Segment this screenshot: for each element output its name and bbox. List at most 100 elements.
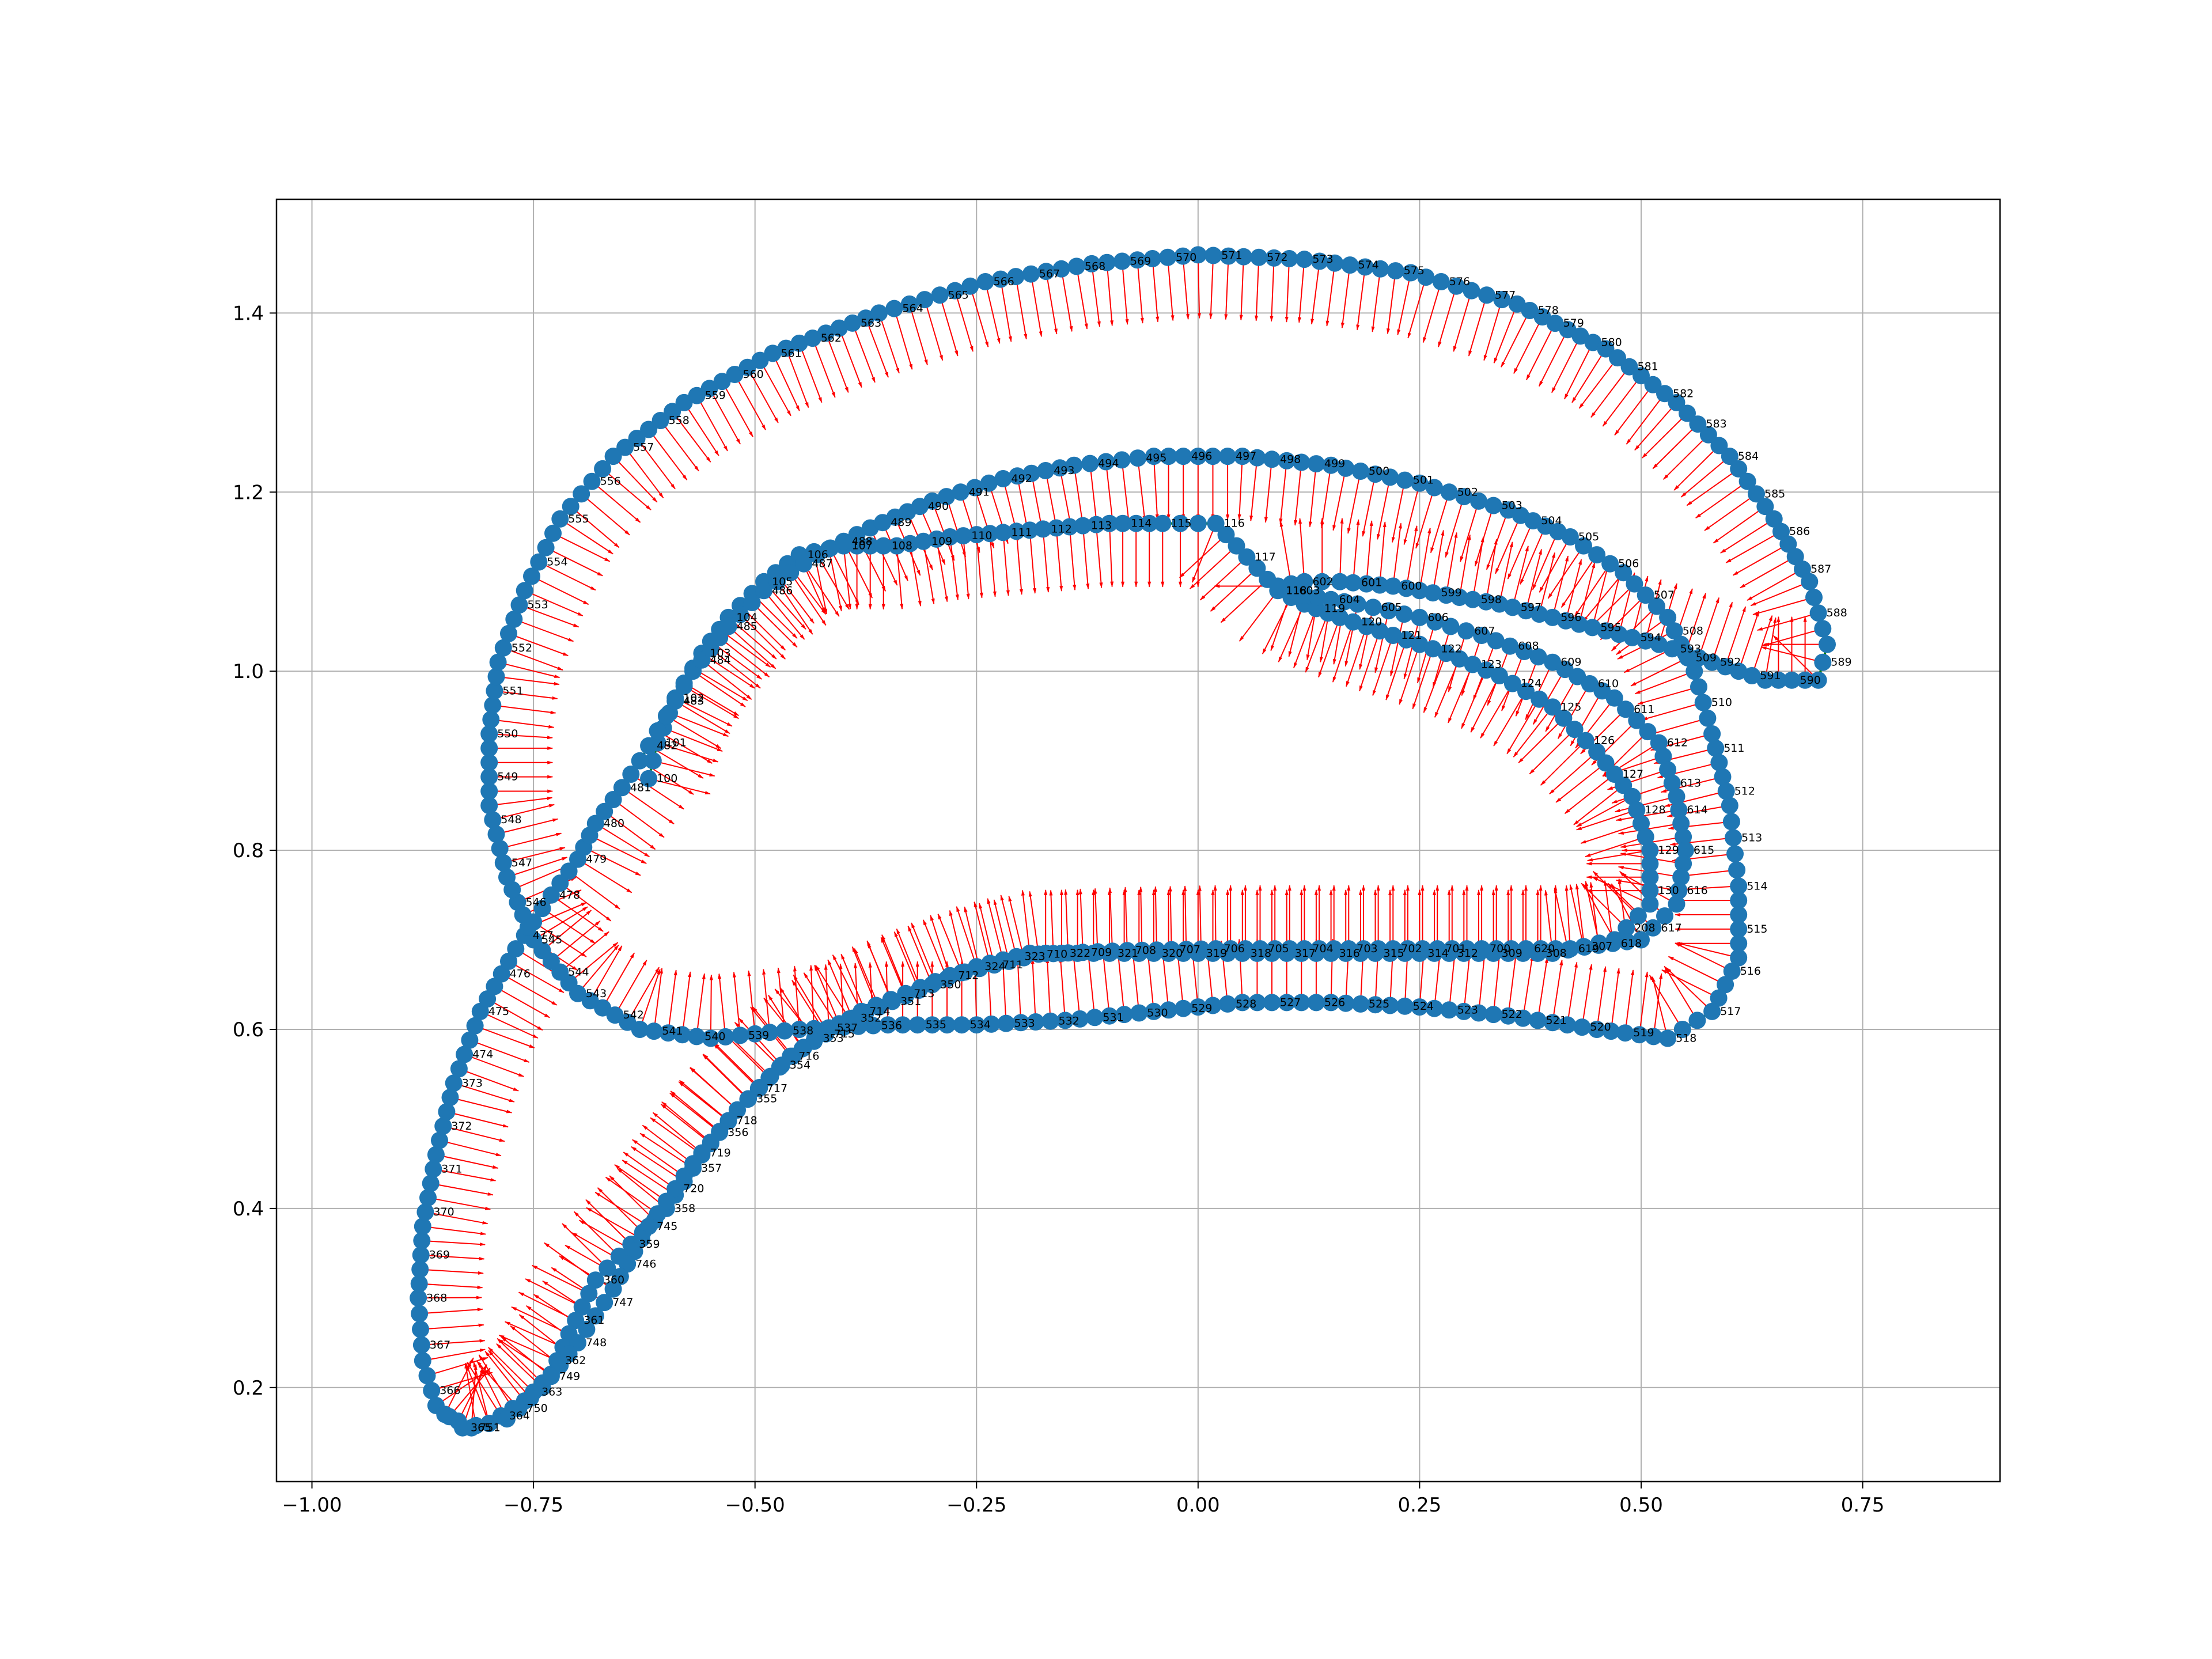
track-point: [1281, 250, 1298, 267]
normal-arrow: [1060, 268, 1073, 332]
track-point: [915, 532, 932, 550]
point-index-label: 551: [502, 684, 523, 697]
track-point: [1584, 619, 1601, 637]
track-point: [1219, 995, 1237, 1013]
normal-arrow: [559, 518, 613, 555]
point-index-label: 715: [834, 1028, 855, 1040]
point-index-label: 700: [1490, 942, 1510, 955]
point-index-label: 585: [1764, 487, 1785, 500]
track-point: [1083, 255, 1101, 272]
track-point: [761, 1024, 779, 1041]
point-index-label: 582: [1673, 387, 1694, 400]
normal-arrow: [838, 328, 862, 388]
normal-arrow: [653, 968, 663, 1032]
point-index-label: 534: [970, 1018, 991, 1031]
normal-arrow: [589, 945, 623, 1001]
normal-arrow: [1377, 477, 1391, 540]
normal-arrow: [1522, 955, 1534, 1018]
track-point: [1034, 520, 1052, 538]
normal-arrow: [1430, 492, 1450, 554]
track-point: [1726, 845, 1744, 863]
track-point: [596, 802, 613, 820]
normal-arrow: [1589, 881, 1600, 946]
track-point: [640, 737, 658, 755]
normal-arrow: [543, 1242, 596, 1281]
track-point: [1228, 537, 1245, 555]
track-point: [1756, 498, 1774, 516]
point-index-label: 530: [1147, 1007, 1168, 1020]
normal-arrow: [469, 1039, 530, 1063]
track-point: [870, 304, 888, 322]
track-point: [1037, 462, 1055, 479]
normal-arrow: [1652, 976, 1669, 1039]
normal-arrow: [1339, 517, 1344, 582]
normal-arrow: [1385, 639, 1407, 700]
track-point: [1307, 455, 1325, 473]
normal-arrow: [1575, 809, 1637, 831]
point-index-label: 506: [1618, 558, 1639, 570]
track-point: [817, 324, 835, 342]
normal-arrow: [595, 823, 650, 858]
normal-arrow: [503, 647, 563, 671]
point-index-label: 125: [1560, 700, 1581, 713]
track-point: [1027, 1013, 1044, 1031]
track-point: [544, 524, 562, 542]
normal-arrow: [1366, 520, 1373, 584]
normal-arrow: [1294, 462, 1302, 526]
normal-arrow: [506, 857, 568, 878]
track-point: [1278, 452, 1296, 469]
track-point: [1645, 1028, 1662, 1046]
normal-arrow: [496, 818, 559, 835]
point-index-label: 558: [669, 414, 690, 427]
track-point: [879, 1016, 897, 1034]
point-index-label: 362: [565, 1354, 586, 1367]
track-point: [510, 1400, 528, 1418]
normal-arrow: [803, 972, 839, 1027]
normal-arrow: [442, 1125, 505, 1142]
point-index-label: 605: [1381, 601, 1402, 613]
point-index-label: 116: [1224, 517, 1245, 530]
x-tick-label: 0.00: [1176, 1494, 1220, 1517]
normal-arrow: [1592, 870, 1639, 916]
point-index-label: 479: [586, 853, 607, 866]
normal-arrow: [679, 1080, 729, 1122]
normal-arrow: [613, 799, 665, 838]
point-index-label: 519: [1633, 1027, 1654, 1039]
point-index-label: 589: [1831, 656, 1851, 669]
track-point: [1629, 907, 1647, 925]
normal-arrow: [825, 333, 849, 393]
point-index-label: 593: [1680, 642, 1701, 655]
track-point: [1641, 868, 1659, 886]
normal-arrow: [1075, 266, 1088, 329]
point-index-label: 474: [472, 1048, 493, 1061]
normal-arrow: [747, 970, 756, 1034]
normal-arrow: [648, 429, 688, 480]
track-point: [1411, 474, 1429, 492]
track-point: [1097, 453, 1115, 471]
track-point: [498, 868, 516, 886]
track-point: [1676, 645, 1694, 662]
track-point: [1074, 944, 1092, 961]
track-point: [1129, 449, 1147, 467]
track-point: [622, 766, 640, 783]
point-index-label: 580: [1601, 336, 1622, 349]
normal-arrow: [1318, 617, 1340, 678]
normal-arrow: [692, 668, 748, 702]
normal-arrow: [1279, 460, 1287, 525]
track-point: [1349, 595, 1366, 613]
normal-arrow: [464, 1054, 525, 1077]
track-point: [480, 1415, 498, 1432]
track-point: [645, 1022, 663, 1040]
point-index-label: 323: [1025, 950, 1046, 963]
track-point: [1673, 1021, 1691, 1038]
point-index-label: 545: [541, 934, 562, 946]
normal-arrow: [1537, 957, 1548, 1021]
normal-arrow: [1508, 952, 1517, 1016]
normal-arrow: [1122, 261, 1129, 325]
point-index-label: 579: [1563, 317, 1584, 329]
point-index-label: 574: [1358, 259, 1379, 271]
track-point: [1779, 535, 1797, 553]
track-point: [702, 1029, 719, 1047]
track-point: [1296, 573, 1313, 590]
track-point: [1074, 517, 1092, 535]
